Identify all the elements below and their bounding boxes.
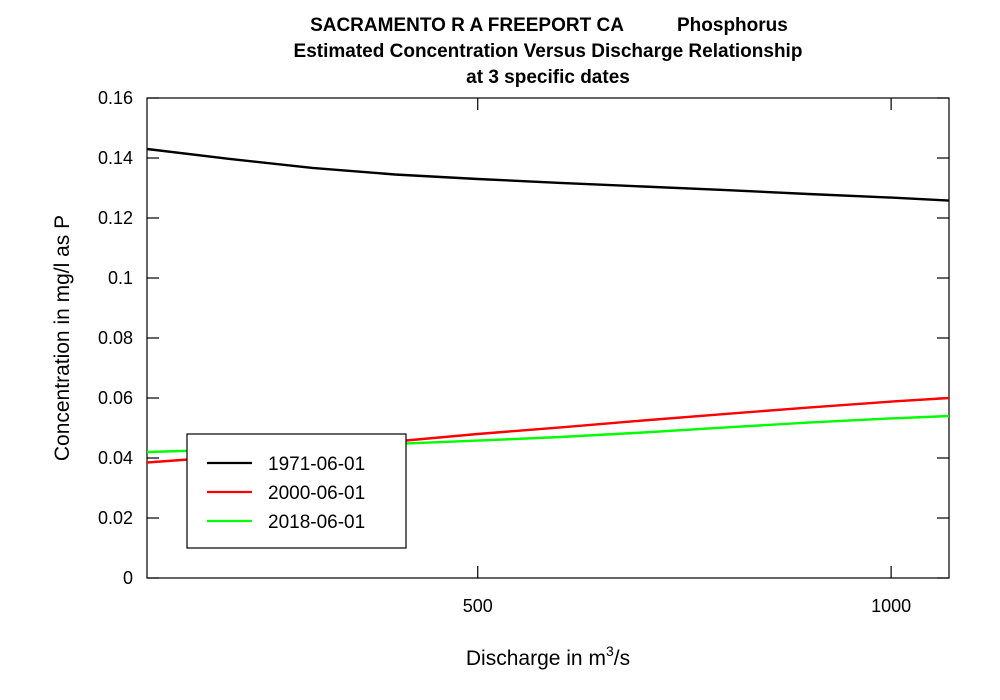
chart-title-parameter: Phosphorus	[677, 15, 788, 36]
y-tick-label: 0	[123, 568, 133, 588]
legend-label-2000: 2000-06-01	[268, 483, 365, 504]
y-tick-label: 0.1	[108, 268, 133, 288]
x-tick-label: 500	[463, 596, 493, 616]
y-tick-label: 0.16	[98, 88, 133, 108]
x-axis-label-suffix: /s	[614, 647, 630, 670]
axis-ticks	[147, 97, 949, 579]
legend: 1971-06-01 2000-06-01 2018-06-01	[186, 433, 407, 549]
series-line-1971-06-01	[147, 147, 949, 202]
y-tick-label: 0.14	[98, 148, 133, 168]
y-tick-label: 0.04	[98, 448, 133, 468]
y-tick-label: 0.12	[98, 208, 133, 228]
y-tick-label: 0.08	[98, 328, 133, 348]
y-tick-label: 0.06	[98, 388, 133, 408]
x-axis-label-base: Discharge in m	[466, 647, 606, 670]
series-lines	[147, 147, 949, 464]
y-axis-label: Concentration in mg/l as P	[51, 215, 74, 461]
x-axis-label-superscript: 3	[606, 643, 614, 659]
chart-subtitle: Estimated Concentration Versus Discharge…	[294, 41, 803, 62]
legend-label-2018: 2018-06-01	[268, 512, 365, 533]
x-tick-label: 1000	[871, 596, 911, 616]
y-tick-label: 0.02	[98, 508, 133, 528]
chart-subtitle-dates: at 3 specific dates	[466, 67, 630, 88]
x-axis-label: Discharge in m3/s	[466, 643, 630, 670]
axis-tick-labels: 0 0.02 0.04 0.06 0.08 0.1 0.12 0.14 0.16 500 1000	[98, 88, 911, 616]
legend-label-1971: 1971-06-01	[268, 454, 365, 475]
chart-title-site: SACRAMENTO R A FREEPORT CA	[310, 15, 624, 36]
